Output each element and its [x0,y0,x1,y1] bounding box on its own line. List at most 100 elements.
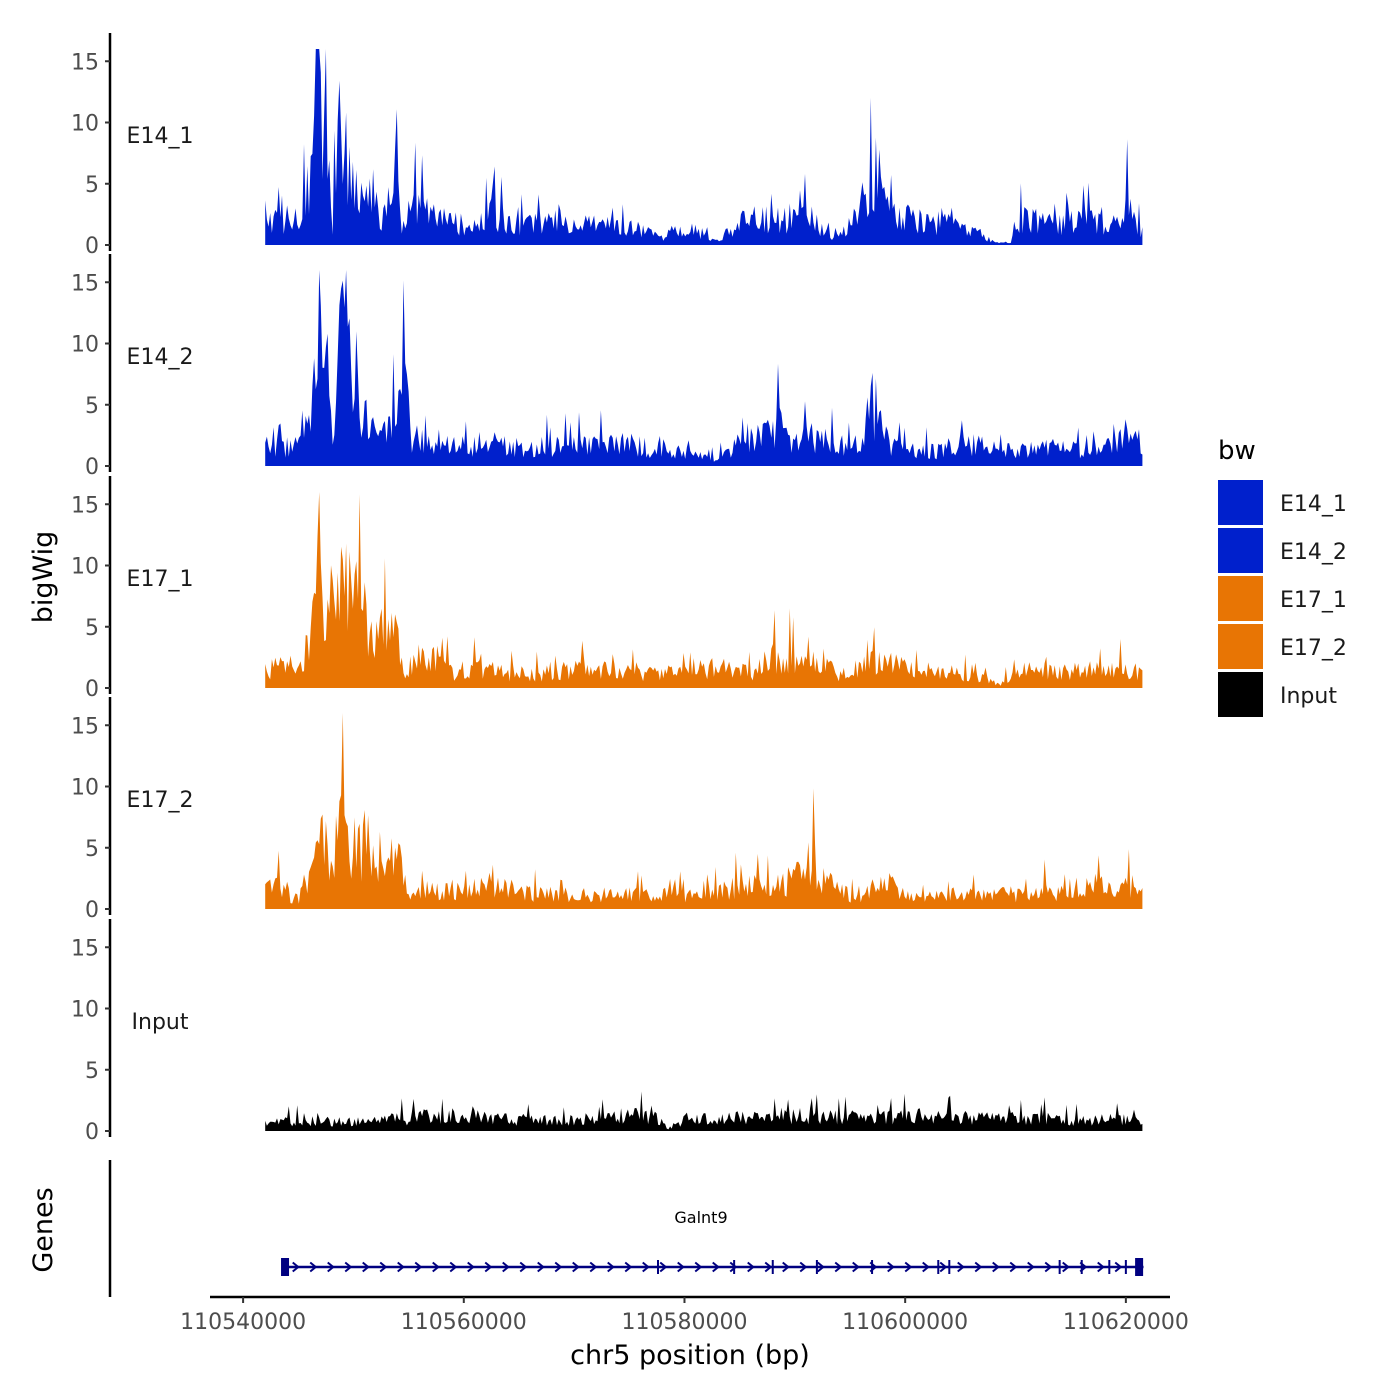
strand-arrow [939,1261,948,1273]
strand-arrow [554,1261,563,1273]
gene-exon [937,1260,940,1274]
strand-arrow [414,1261,423,1273]
gene-exon [281,1258,290,1276]
strand-arrow [782,1261,790,1273]
y-tick-label: 10 [71,112,99,137]
strand-arrow [327,1261,335,1273]
y-tick-label: 0 [85,234,99,259]
legend-key-input [1218,672,1263,717]
strand-arrow [607,1261,615,1273]
gene-exon [771,1260,774,1274]
x-axis-title: chr5 position (bp) [570,1340,810,1371]
coverage-area-e17-2 [265,713,1143,909]
y-tick-label: 0 [85,1120,99,1145]
y-tick-label: 5 [85,173,99,198]
strand-arrow [974,1261,983,1273]
y-tick-label: 10 [71,555,99,580]
strand-arrow [1009,1261,1018,1273]
strand-arrow [694,1261,703,1273]
gene-exon [1058,1260,1061,1274]
x-axis: 110540000 110560000 110580000 110600000 1106… [180,1295,1189,1335]
strand-arrow [712,1261,720,1273]
strand-arrow [642,1261,650,1273]
gene-exon [1124,1260,1127,1274]
y-tick-label: 15 [71,936,99,961]
strand-arrow [852,1261,860,1273]
strand-arrow [502,1261,510,1273]
strand-arrow [904,1261,913,1273]
legend-label-e14-1: E14_1 [1280,492,1347,517]
strand-arrow [659,1261,668,1273]
x-tick-label: 110540000 [180,1310,306,1335]
strand-arrow [817,1261,825,1273]
track-e14-2: 0 5 10 15 E14_2 [71,254,1143,480]
y-tick-label: 10 [71,776,99,801]
gene-exon [871,1260,874,1274]
y-axis-title: bigWig [28,531,59,624]
legend-key-e14-2 [1218,528,1263,573]
track-input: 0 5 10 15 Input [71,919,1143,1145]
legend-label-e14-2: E14_2 [1280,540,1347,565]
strand-arrow [362,1261,370,1273]
tracks-layer: 0 5 10 15 E14_1 0 5 10 15 E14_2 0 5 10 15 E17_1 0 5 10 15 E… [71,33,1143,1145]
strand-arrow [292,1261,300,1273]
y-tick-label: 5 [85,616,99,641]
legend-label-input: Input [1280,684,1337,709]
strand-arrow [537,1261,545,1273]
coverage-area-e14-2 [265,270,1143,466]
legend-title: bw [1218,436,1256,466]
gene-exon [733,1260,736,1274]
strand-arrow [572,1261,580,1273]
gene-name-label: Galnt9 [674,1208,727,1227]
track-e17-1: 0 5 10 15 E17_1 [71,476,1143,702]
y-tick-label: 0 [85,898,99,923]
y-tick-label: 15 [71,714,99,739]
strand-arrow [1027,1261,1035,1273]
strand-arrow [747,1261,755,1273]
y-tick-label: 15 [71,493,99,518]
strand-arrow [1044,1261,1053,1273]
coverage-area-e17-1 [265,492,1143,688]
gene-exon [948,1260,951,1274]
strand-arrow [379,1261,388,1273]
y-tick-label: 5 [85,1059,99,1084]
strand-arrow [344,1261,353,1273]
strand-arrow [729,1261,738,1273]
strand-arrow [432,1261,440,1273]
legend-label-e17-1: E17_1 [1280,588,1347,613]
strand-arrow [834,1261,843,1273]
strand-arrow [397,1261,405,1273]
strand-arrow [677,1261,685,1273]
y-tick-label: 10 [71,333,99,358]
legend: bw E14_1 E14_2 E17_1 E17_2 Input [1218,436,1347,717]
track-label: E17_1 [127,567,194,592]
y-tick-label: 5 [85,394,99,419]
track-e17-2: 0 5 10 15 E17_2 [71,697,1143,923]
strand-arrow [624,1261,633,1273]
y-tick-label: 10 [71,998,99,1023]
gene-exon [657,1260,659,1274]
strand-arrow [957,1261,965,1273]
gene-panel: Galnt9 [108,1160,1144,1297]
strand-arrow [467,1261,475,1273]
coverage-area-e14-1 [265,49,1143,245]
legend-key-e14-1 [1218,480,1263,525]
strand-arrow [484,1261,493,1273]
track-label: E14_1 [127,124,194,149]
legend-key-e17-1 [1218,576,1263,621]
y-tick-label: 0 [85,455,99,480]
strand-arrow [519,1261,528,1273]
x-tick-label: 110580000 [621,1310,747,1335]
strand-arrow [1062,1261,1070,1273]
coverage-area-input [265,1091,1143,1131]
y-tick-label: 15 [71,50,99,75]
strand-arrow [1097,1261,1105,1273]
gene-exon [1108,1260,1111,1274]
legend-key-e17-2 [1218,624,1263,669]
legend-label-e17-2: E17_2 [1280,636,1347,661]
y-tick-label: 5 [85,837,99,862]
strand-arrow [887,1261,895,1273]
gene-exon [815,1260,818,1274]
